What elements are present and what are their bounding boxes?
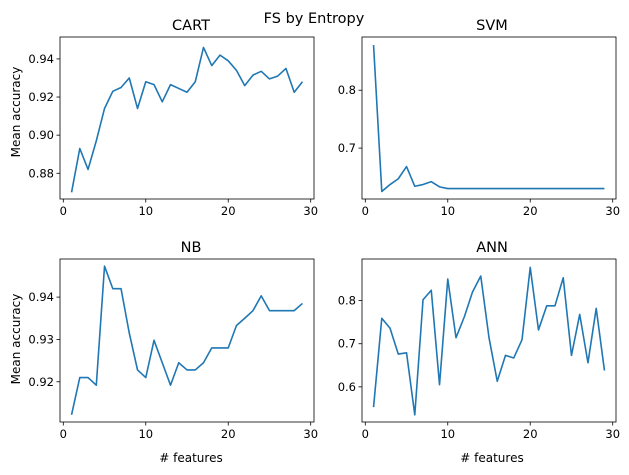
y-tick-label: 0.7 [338,141,356,155]
panel-title: SVM [476,18,508,34]
nb-panel: NB Mean accuracy # features 0 10 20 30 0.92 0… [9,240,318,465]
panel-title: NB [181,240,202,256]
plot-frame [361,258,617,423]
y-tick-label: 0.8 [338,83,356,97]
x-tick-label: 0 [362,204,369,218]
series-line [372,266,606,416]
series-line [372,45,605,193]
y-axis-label: Mean accuracy [9,294,23,385]
y-tick-label: 0.7 [338,337,356,351]
x-tick-label: 20 [523,427,538,441]
ann-panel: ANN # features 0 10 20 30 0.6 0.7 0.8 [338,240,620,465]
y-tick-label: 0.92 [28,375,54,389]
series-line [70,46,304,193]
x-axis-label: # features [460,451,523,465]
y-tick-label: 0.88 [28,166,54,180]
y-tick-label: 0.94 [28,52,54,66]
svm-panel: SVM 0 10 20 30 0.7 0.8 [338,18,620,218]
plot-frame [59,258,315,423]
series-line [70,265,303,415]
x-tick-label: 20 [523,204,538,218]
y-tick-label: 0.94 [28,290,54,304]
plot-frame [59,36,315,200]
y-axis-label: Mean accuracy [9,67,23,158]
y-tick-label: 0.93 [28,332,54,346]
x-tick-label: 10 [440,427,455,441]
x-tick-label: 30 [605,427,620,441]
x-tick-label: 0 [60,427,67,441]
x-axis-label: # features [159,451,222,465]
x-tick-label: 10 [138,427,153,441]
y-tick-label: 0.8 [338,294,356,308]
figure-title: FS by Entropy [264,11,365,27]
x-tick-label: 10 [138,204,153,218]
cart-panel: CART Mean accuracy 0 10 20 30 0.88 0.90 0.92 0.… [9,18,318,218]
x-tick-label: 30 [303,204,318,218]
y-tick-label: 0.90 [28,128,54,142]
x-tick-label: 0 [60,204,67,218]
plot-frame [361,36,617,200]
y-tick-label: 0.92 [28,90,54,104]
y-tick-label: 0.6 [338,380,356,394]
x-tick-label: 30 [303,427,318,441]
panel-title: CART [172,18,210,34]
x-tick-label: 30 [605,204,620,218]
x-tick-label: 20 [221,204,236,218]
x-tick-label: 10 [440,204,455,218]
x-tick-label: 20 [221,427,236,441]
panel-title: ANN [476,240,508,256]
x-tick-label: 0 [362,427,369,441]
